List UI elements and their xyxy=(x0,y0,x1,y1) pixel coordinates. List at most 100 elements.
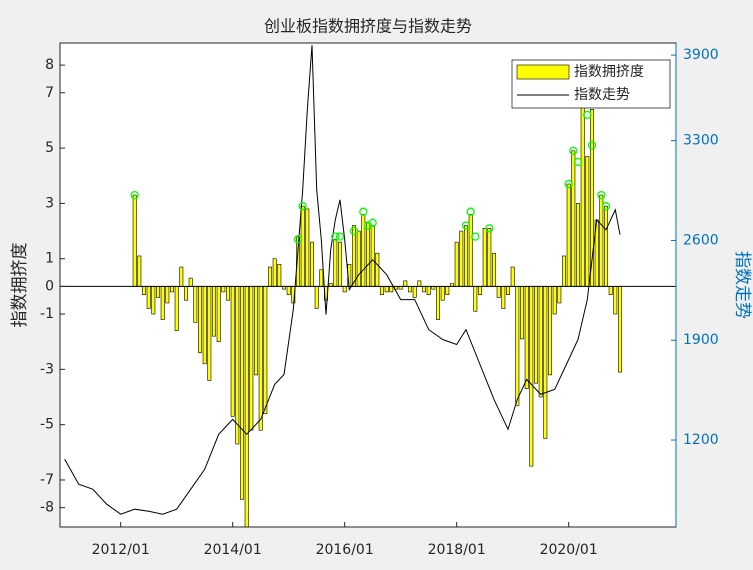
y2-tick-label: 3900 xyxy=(683,47,719,63)
bar xyxy=(571,150,576,287)
y-tick-label: -5 xyxy=(40,417,54,433)
bar xyxy=(151,286,156,315)
bar xyxy=(272,258,277,287)
y2-axis-label: 指数走势 xyxy=(732,251,752,319)
bar xyxy=(286,286,291,295)
bar xyxy=(160,286,165,320)
bar xyxy=(459,230,464,287)
bar xyxy=(314,286,319,309)
legend-box xyxy=(511,59,671,109)
bar xyxy=(221,286,226,293)
bar xyxy=(613,286,618,315)
y-tick-label: 7 xyxy=(45,85,54,101)
bar xyxy=(482,228,487,287)
marker xyxy=(349,226,359,236)
bar xyxy=(216,286,221,342)
marker xyxy=(359,207,368,216)
bar xyxy=(249,286,254,431)
bar xyxy=(342,286,347,293)
marker xyxy=(298,202,307,211)
bar xyxy=(426,286,431,295)
bar xyxy=(207,286,212,381)
legend-swatch xyxy=(516,64,570,80)
marker xyxy=(569,146,578,156)
marker xyxy=(130,190,139,200)
bar xyxy=(389,286,394,293)
y-axis-label: 指数拥挤度 xyxy=(10,243,30,328)
bar xyxy=(244,286,249,528)
bar xyxy=(156,286,160,298)
y2-tick-label: 2600 xyxy=(683,232,719,248)
bar xyxy=(422,286,426,293)
bar xyxy=(445,286,450,295)
x-tick-label: 2012/01 xyxy=(92,542,150,558)
y-tick-label: 5 xyxy=(45,140,54,156)
bar xyxy=(240,286,244,500)
chart-title: 创业板指数拥挤度与指数走势 xyxy=(264,17,472,36)
marker xyxy=(331,232,340,241)
bar xyxy=(300,205,305,287)
bar xyxy=(230,286,235,417)
bar xyxy=(412,286,417,298)
bar xyxy=(375,252,380,287)
bar xyxy=(305,208,310,287)
bar xyxy=(585,156,590,287)
bar xyxy=(496,286,501,298)
bar xyxy=(235,286,240,445)
y-tick-label: -3 xyxy=(40,361,54,377)
index-line xyxy=(64,45,621,515)
bar xyxy=(454,241,459,287)
bar xyxy=(174,286,179,331)
bar xyxy=(403,280,408,287)
y-tick-label: 0 xyxy=(45,278,54,294)
bar xyxy=(184,286,188,301)
bar xyxy=(142,286,146,295)
bar xyxy=(212,286,216,337)
bar xyxy=(492,252,496,287)
bar xyxy=(268,266,272,287)
y-tick-label: -8 xyxy=(40,500,54,516)
bar xyxy=(193,286,198,323)
bar xyxy=(356,230,361,287)
y-tick-label: 3 xyxy=(45,195,54,211)
marker xyxy=(583,110,592,120)
bar xyxy=(226,286,230,301)
y-tick-label: 8 xyxy=(45,57,54,73)
bar xyxy=(566,183,571,287)
bar xyxy=(440,286,445,301)
bar xyxy=(146,286,151,309)
bar xyxy=(380,286,384,295)
bar xyxy=(333,239,338,287)
bar xyxy=(277,263,282,287)
bar xyxy=(473,286,478,312)
bar xyxy=(534,286,538,384)
bar xyxy=(520,286,524,340)
bar xyxy=(165,286,170,304)
marker xyxy=(461,221,471,230)
marker xyxy=(587,141,597,150)
bar xyxy=(198,286,202,354)
x-tick-label: 2018/01 xyxy=(428,542,486,558)
marker xyxy=(466,207,475,216)
y-tick-label: -1 xyxy=(40,306,54,322)
bar xyxy=(137,255,142,287)
marker xyxy=(597,190,606,200)
bar xyxy=(179,266,184,287)
bar xyxy=(370,225,375,287)
bar xyxy=(132,194,137,287)
marker xyxy=(485,224,494,233)
bar xyxy=(501,286,506,309)
bar xyxy=(562,255,566,287)
bar xyxy=(310,241,314,287)
marker xyxy=(368,218,377,227)
bar xyxy=(464,225,468,287)
bar xyxy=(202,286,207,365)
y-tick-label: 1 xyxy=(45,251,54,267)
x-tick-label: 2020/01 xyxy=(540,542,598,558)
bar xyxy=(599,194,604,287)
bar xyxy=(510,266,515,287)
legend-label: 指数走势 xyxy=(574,87,630,103)
bar xyxy=(618,286,622,373)
bar xyxy=(557,286,562,304)
